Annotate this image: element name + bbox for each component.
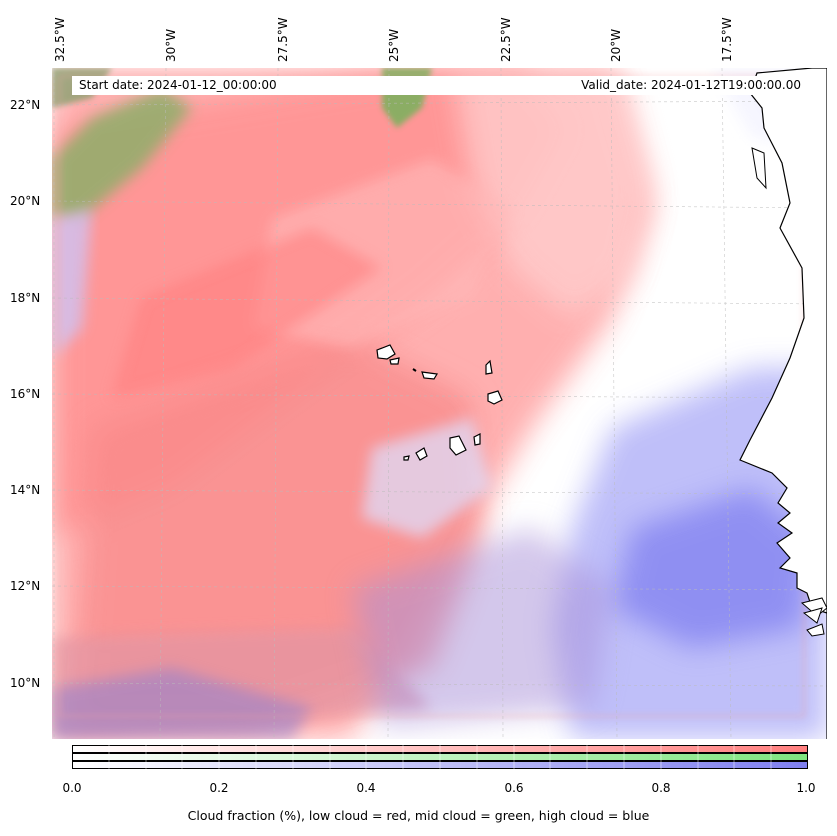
lon-label-27-5w: 27.5°W: [276, 17, 290, 62]
island-santo-antao: [376, 344, 396, 360]
island-boa-vista: [487, 390, 503, 405]
lat-label-18n: 18°N: [10, 291, 41, 305]
colorbar-tick-1-0: 1.0: [796, 781, 816, 795]
cape-verde-islands: [376, 344, 503, 461]
colorbar-tick-0-4: 0.4: [356, 781, 376, 795]
graticule: [52, 68, 827, 739]
lat-label-20n: 20°N: [10, 194, 41, 208]
colorbar-tick-0-8: 0.8: [651, 781, 671, 795]
low-cloud-layer: [52, 68, 652, 739]
lat-label-12n: 12°N: [10, 579, 41, 593]
island-brava: [403, 455, 410, 461]
colorbar-low-red: [72, 745, 808, 753]
lat-label-16n: 16°N: [10, 387, 41, 401]
colorbar-label: Cloud fraction (%), low cloud = red, mid…: [187, 808, 650, 823]
date-info-strip: Start date: 2024-01-12_00:00:00 Valid_da…: [72, 76, 808, 95]
island-santiago: [449, 435, 467, 456]
island-sao-vicente: [389, 357, 400, 365]
african-coastline: [739, 68, 827, 739]
colorbar-tick-0-6: 0.6: [504, 781, 524, 795]
colorbar-segments: [108, 745, 772, 769]
lon-label-25w: 25°W: [387, 28, 401, 62]
lon-label-20w: 20°W: [609, 28, 623, 62]
lon-label-17-5w: 17.5°W: [720, 17, 734, 62]
island-fogo: [415, 447, 428, 461]
lon-label-30w: 30°W: [164, 28, 178, 62]
lat-label-14n: 14°N: [10, 483, 41, 497]
colorbar-mid-green: [72, 753, 808, 761]
island-maio: [473, 433, 481, 446]
colorbar-tick-0-2: 0.2: [209, 781, 229, 795]
colorbar-tick-0-0: 0.0: [62, 781, 82, 795]
island-sal: [485, 359, 493, 375]
valid-date-label: Valid_date: 2024-01-12T19:00:00.00: [581, 78, 801, 92]
island-sao-nicolau: [421, 371, 438, 380]
start-date-label: Start date: 2024-01-12_00:00:00: [79, 78, 277, 92]
map-svg: [52, 68, 827, 739]
cloud-fraction-map: Start date: 2024-01-12_00:00:00 Valid_da…: [52, 68, 827, 739]
lat-label-22n: 22°N: [10, 98, 41, 112]
lon-label-22-5w: 22.5°W: [499, 17, 513, 62]
lat-label-10n: 10°N: [10, 676, 41, 690]
lon-label-32-5w: 32.5°W: [53, 17, 67, 62]
colorbar-high-blue: [72, 761, 808, 769]
